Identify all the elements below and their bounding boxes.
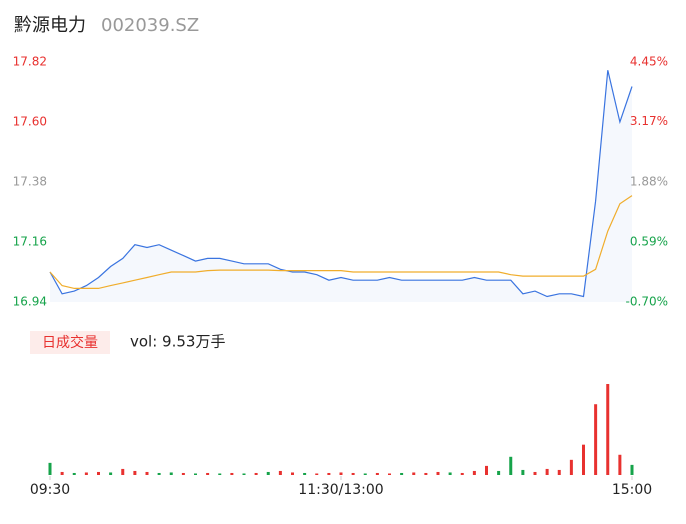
volume-bar (339, 472, 343, 475)
volume-bar (606, 384, 610, 475)
volume-bar (630, 464, 634, 475)
y2-tick-label: 4.45% (630, 55, 668, 69)
volume-bar (460, 472, 464, 475)
y2-tick-label: -0.70% (626, 295, 668, 309)
volume-bar (145, 471, 149, 475)
volume-bar (594, 404, 598, 475)
y-tick-label: 17.38 (13, 175, 47, 189)
y-tick-label: 17.60 (13, 115, 47, 129)
volume-bar (557, 469, 561, 475)
volume-badge (30, 331, 110, 354)
price-area (50, 70, 632, 302)
volume-bar (109, 472, 113, 475)
volume-bar (533, 471, 537, 475)
volume-bar (545, 468, 549, 475)
volume-title: 日成交量 (42, 334, 98, 351)
volume-bar (618, 454, 622, 475)
volume-bar (242, 473, 246, 475)
volume-bar (363, 473, 367, 475)
volume-bar (169, 472, 173, 475)
stock-code: 002039.SZ (101, 15, 199, 36)
volume-bar (157, 472, 161, 475)
volume-bar (278, 470, 282, 475)
y-tick-label: 17.16 (13, 235, 47, 249)
volume-bar (194, 473, 197, 475)
volume-bar (424, 472, 428, 475)
volume-bar (121, 468, 125, 475)
volume-bar (48, 462, 52, 475)
y-tick-label: 16.94 (13, 295, 47, 309)
volume-bar (303, 472, 307, 475)
volume-bar (133, 470, 137, 475)
stock-name: 黔源电力 (14, 15, 86, 36)
x-tick-label: 09:30 (30, 482, 70, 498)
volume-bar (97, 471, 100, 475)
volume-bar (72, 472, 76, 475)
volume-bar (315, 473, 319, 475)
volume-bar (582, 444, 585, 475)
volume-annotation: vol: 9.53万手 (130, 333, 225, 351)
volume-bar (497, 470, 501, 475)
volume-bar (436, 471, 440, 475)
y2-tick-label: 3.17% (630, 114, 668, 128)
x-tick-label: 11:30/13:00 (298, 482, 383, 498)
volume-bar (327, 472, 331, 475)
volume-bar (351, 472, 355, 475)
volume-bar (569, 459, 573, 475)
volume-bar (84, 472, 88, 475)
volume-bar (206, 472, 210, 475)
y2-tick-label: 0.59% (630, 234, 668, 248)
price-line (49, 195, 633, 289)
volume-bar (400, 472, 404, 475)
volume-bar (181, 472, 185, 475)
volume-bar (218, 473, 222, 475)
y2-tick-label: 1.88% (630, 174, 668, 188)
volume-bar (485, 465, 488, 475)
volume-bar (388, 473, 391, 475)
volume-bar (230, 472, 234, 475)
volume-bar (375, 472, 379, 475)
y-tick-label: 17.82 (13, 55, 47, 69)
volume-bar (448, 472, 452, 475)
volume-bar (472, 470, 476, 475)
volume-bar (291, 472, 294, 475)
volume-bar (60, 471, 64, 475)
volume-bar (266, 471, 270, 475)
x-tick-label: 15:00 (612, 482, 652, 498)
price-line (49, 70, 633, 298)
volume-bar (254, 472, 258, 475)
volume-bar (412, 472, 416, 475)
volume-bar (509, 456, 513, 475)
volume-bar (521, 469, 525, 475)
